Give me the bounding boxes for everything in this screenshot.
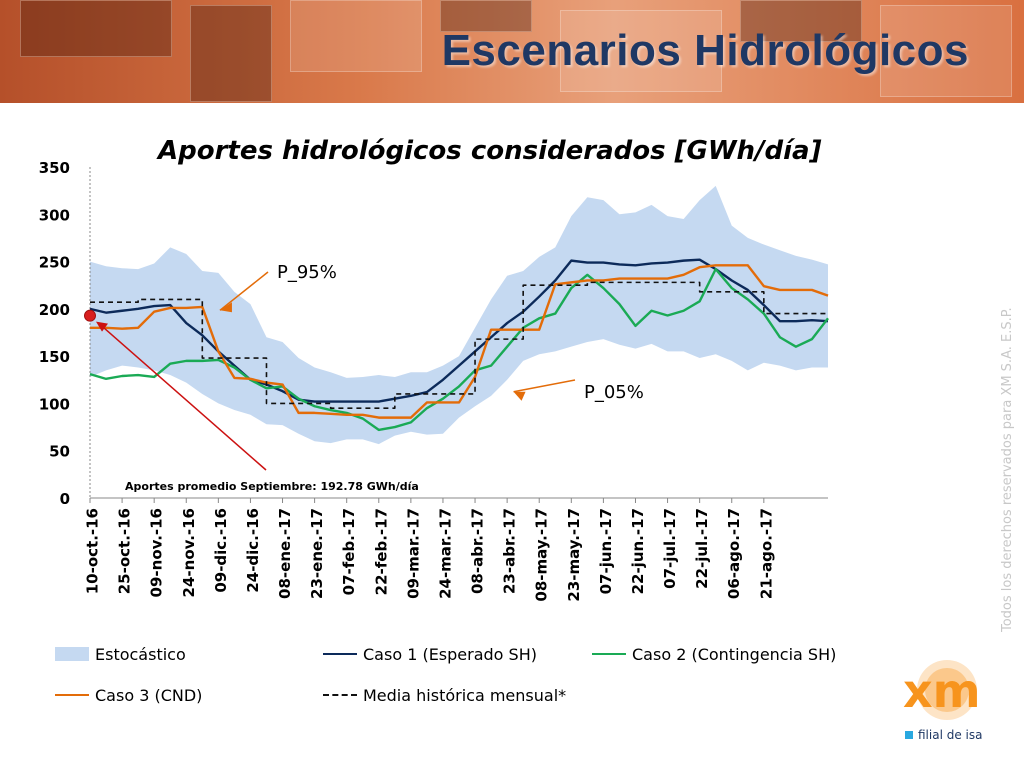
x-tick-label: 08-abr.-17 [469,508,487,594]
legend-swatch-band [55,647,89,661]
xm-logo: xm [903,660,981,720]
y-tick-label: 200 [39,301,70,319]
x-tick-label: 06-ago.-17 [725,508,743,599]
banner-panel-1 [290,0,422,72]
logo-tagline-text: filial de isa [918,728,983,742]
x-tick-label: 22-feb.-17 [372,508,390,595]
stochastic-band [90,185,828,445]
x-tick-label: 08-may.-17 [533,508,551,602]
legend-item-caso-3: Caso 3 (CND) [55,685,202,705]
annotation-arrowhead-p05 [513,391,526,401]
logo-wordmark: xm [903,664,981,718]
y-tick-label: 50 [49,443,70,461]
legend-swatch-line [55,694,89,696]
annotation-p05: P_05% [584,382,644,403]
x-tick-label: 09-nov.-16 [148,508,166,597]
x-tick-label: 07-feb.-17 [340,508,358,595]
x-tick-label: 25-oct.-16 [116,508,134,594]
x-tick-label: 24-mar.-17 [436,508,454,599]
series-line-2 [89,267,829,432]
legend-swatch-line [592,653,626,655]
legend-item-caso-1: Caso 1 (Esperado SH) [323,644,537,664]
y-tick-label: 300 [39,206,70,224]
legend-label: Caso 1 (Esperado SH) [363,644,537,664]
y-tick-label: 150 [39,348,70,366]
logo-tagline: filial de isa [905,728,982,742]
legend-swatch-line [323,653,357,655]
y-tick-label: 0 [60,490,70,508]
x-tick-label: 23-ene.-17 [308,508,326,599]
legend-item-caso-2: Caso 2 (Contingencia SH) [592,644,836,664]
annotation-arrow-september [97,322,267,471]
y-tick-label: 100 [39,395,70,413]
x-tick-label: 10-oct.-16 [84,508,102,594]
x-tick-label: 08-ene.-17 [276,508,294,599]
series-line-4 [90,281,828,409]
series-line-3 [90,264,829,419]
annotation-arrowhead-september [96,321,108,332]
legend-item-estocastico: Estocástico [55,644,186,664]
legend-label: Estocástico [95,644,186,664]
x-tick-label: 09-mar.-17 [404,508,422,599]
legend-label: Caso 3 (CND) [95,685,203,705]
x-tick-label: 09-dic.-16 [212,508,230,593]
banner-screen-2 [190,5,272,102]
logo-square-icon [905,731,913,739]
annotation-september-average: Aportes promedio Septiembre: 192.78 GWh/… [125,480,419,493]
y-tick-label: 350 [39,159,70,177]
legend-label: Caso 2 (Contingencia SH) [632,644,837,664]
annotation-p95: P_95% [277,262,337,283]
september-average-marker [84,309,96,322]
banner-screen-1 [20,0,172,57]
page-title: Escenarios Hidrológicos [441,26,969,75]
x-tick-label: 24-nov.-16 [180,508,198,597]
legend-item-media-historica: Media histórica mensual* [323,685,566,705]
annotation-arrow-p95 [219,271,269,311]
y-tick-label: 250 [39,254,70,272]
banner-screen-3 [440,0,532,32]
x-tick-label: 21-ago.-17 [757,508,775,599]
banner-panel-3 [880,5,1012,97]
x-tick-label: 24-dic.-16 [244,508,262,593]
x-tick-label: 22-jun.-17 [629,508,647,594]
x-tick-label: 23-abr.-17 [501,508,519,594]
copyright-text: Todos los derechos reservados para XM S.… [1000,307,1015,632]
legend-swatch-dash [323,694,357,696]
banner-screen-4 [740,0,862,42]
header-banner: Escenarios Hidrológicos [0,0,1024,103]
x-tick-label: 07-jun.-17 [597,508,615,594]
banner-panel-2 [560,10,722,92]
x-tick-label: 22-jul.-17 [693,508,711,589]
annotation-arrowhead-p95 [219,302,232,313]
series-line-1 [89,258,829,403]
x-tick-label: 07-jul.-17 [661,508,679,589]
legend-label: Media histórica mensual* [363,685,567,705]
annotation-arrow-p05 [513,379,576,393]
chart-title: Aportes hidrológicos considerados [GWh/d… [158,136,822,166]
x-tick-label: 23-may.-17 [565,508,583,602]
